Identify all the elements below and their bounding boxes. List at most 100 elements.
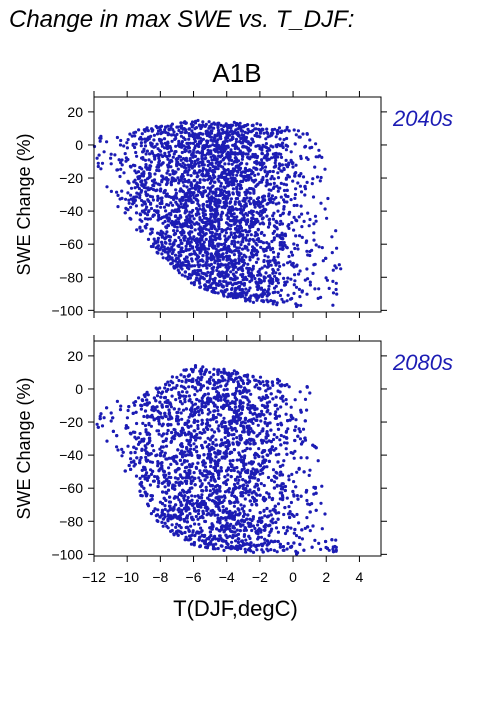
data-point <box>155 204 159 208</box>
y-tick-label: −20 <box>59 170 83 186</box>
data-point <box>293 273 297 277</box>
data-point <box>255 548 259 552</box>
data-point <box>217 283 221 287</box>
data-point <box>148 217 152 221</box>
data-point <box>135 228 139 232</box>
data-point <box>162 137 167 141</box>
data-point <box>182 238 186 242</box>
data-point <box>239 273 243 277</box>
data-point <box>278 243 282 247</box>
data-point <box>183 195 187 199</box>
data-point <box>242 213 246 217</box>
data-point <box>300 235 304 239</box>
data-point <box>197 170 201 174</box>
data-point <box>226 215 230 219</box>
data-point <box>238 151 242 155</box>
data-point <box>243 203 247 207</box>
data-point <box>164 225 168 229</box>
data-point <box>241 145 245 149</box>
data-point <box>125 141 129 145</box>
data-point <box>224 201 229 205</box>
data-point <box>209 285 213 289</box>
data-point <box>272 181 276 185</box>
data-point <box>275 184 279 188</box>
data-point <box>223 243 227 247</box>
data-point <box>196 208 200 212</box>
data-point <box>313 287 317 291</box>
data-point <box>282 459 286 463</box>
data-point <box>138 225 142 229</box>
data-point <box>282 276 286 280</box>
data-point <box>204 221 208 225</box>
data-point <box>284 177 288 181</box>
data-point <box>203 283 207 287</box>
data-point <box>238 121 242 125</box>
data-point <box>99 167 103 171</box>
data-point <box>272 229 277 233</box>
data-point <box>155 132 160 136</box>
data-point <box>148 168 152 172</box>
data-point <box>198 185 202 190</box>
data-point <box>189 281 194 285</box>
data-point <box>236 159 241 163</box>
data-point <box>278 233 282 237</box>
data-point <box>274 526 279 530</box>
data-point <box>233 177 237 181</box>
data-point <box>304 240 308 245</box>
data-point <box>278 137 282 141</box>
data-point <box>282 548 286 553</box>
data-point <box>173 214 177 219</box>
data-point <box>248 299 252 303</box>
data-point <box>218 234 222 238</box>
data-point <box>285 496 289 500</box>
data-point <box>184 166 188 170</box>
data-point <box>184 222 188 226</box>
data-point <box>242 509 246 513</box>
data-point <box>258 267 262 271</box>
data-point <box>181 157 186 161</box>
data-point <box>140 219 144 223</box>
data-point <box>229 270 233 274</box>
data-point <box>200 162 204 166</box>
data-point <box>165 256 169 260</box>
data-point <box>327 286 331 290</box>
data-point <box>206 204 210 209</box>
data-point <box>237 246 241 250</box>
data-point <box>279 433 283 438</box>
data-point <box>223 206 227 210</box>
data-point <box>193 146 197 150</box>
data-point <box>306 277 310 281</box>
data-point <box>244 222 249 226</box>
data-point <box>236 152 240 156</box>
data-point <box>164 176 168 180</box>
data-point <box>213 259 217 263</box>
data-point <box>187 146 191 150</box>
data-point <box>174 209 178 213</box>
data-point <box>244 191 248 195</box>
data-point <box>224 181 228 185</box>
data-point <box>204 237 208 241</box>
data-point <box>264 184 268 188</box>
data-point <box>192 164 196 168</box>
data-point <box>248 286 252 290</box>
data-point <box>256 172 260 176</box>
data-point <box>158 183 162 187</box>
data-point <box>277 201 281 205</box>
data-point <box>225 282 229 286</box>
data-point <box>271 302 275 306</box>
data-point <box>212 136 216 140</box>
data-point <box>228 205 232 209</box>
data-point <box>239 137 243 141</box>
data-point <box>158 139 162 143</box>
data-point <box>170 209 174 213</box>
data-point <box>200 276 204 280</box>
data-point <box>143 211 147 215</box>
data-point <box>212 510 216 514</box>
data-point <box>245 484 249 488</box>
data-point <box>144 190 148 194</box>
data-point <box>168 144 172 149</box>
data-point <box>236 240 240 244</box>
data-point <box>276 171 280 175</box>
data-point <box>295 494 299 498</box>
data-point <box>142 128 146 132</box>
